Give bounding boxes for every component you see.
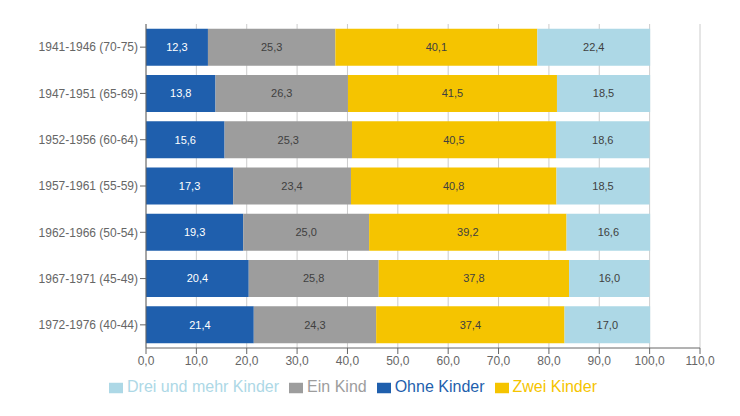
svg-text:24,3: 24,3 bbox=[304, 319, 325, 331]
svg-text:20,4: 20,4 bbox=[187, 272, 208, 284]
svg-text:40,5: 40,5 bbox=[443, 134, 464, 146]
svg-text:26,3: 26,3 bbox=[271, 87, 292, 99]
svg-text:18,5: 18,5 bbox=[592, 180, 613, 192]
svg-text:21,4: 21,4 bbox=[189, 319, 210, 331]
svg-text:37,4: 37,4 bbox=[460, 319, 481, 331]
html-text:Drei und mehr Kinder: Drei und mehr Kinder bbox=[127, 378, 280, 395]
html-text:Ein Kind: Ein Kind bbox=[307, 378, 367, 395]
svg-text:17,3: 17,3 bbox=[179, 180, 200, 192]
svg-text:41,5: 41,5 bbox=[442, 87, 463, 99]
svg-text:12,3: 12,3 bbox=[166, 41, 187, 53]
svg-text:25,8: 25,8 bbox=[303, 272, 324, 284]
svg-text:25,0: 25,0 bbox=[295, 226, 316, 238]
svg-text:19,3: 19,3 bbox=[184, 226, 205, 238]
svg-text:1972-1976 (40-44): 1972-1976 (40-44) bbox=[39, 318, 138, 332]
svg-text:18,5: 18,5 bbox=[593, 87, 614, 99]
svg-text:40,8: 40,8 bbox=[443, 180, 464, 192]
html-text:Zwei Kinder: Zwei Kinder bbox=[512, 378, 597, 395]
svg-text:10,0: 10,0 bbox=[185, 354, 209, 368]
svg-text:30,0: 30,0 bbox=[285, 354, 309, 368]
svg-text:20,0: 20,0 bbox=[235, 354, 259, 368]
svg-text:40,0: 40,0 bbox=[336, 354, 360, 368]
svg-text:100,0: 100,0 bbox=[635, 354, 665, 368]
svg-text:1952-1956 (60-64): 1952-1956 (60-64) bbox=[39, 133, 138, 147]
svg-text:1957-1961 (55-59): 1957-1961 (55-59) bbox=[39, 179, 138, 193]
svg-text:50,0: 50,0 bbox=[386, 354, 410, 368]
svg-text:110,0: 110,0 bbox=[685, 354, 714, 368]
svg-text:16,0: 16,0 bbox=[599, 272, 620, 284]
svg-text:13,8: 13,8 bbox=[170, 87, 191, 99]
svg-text:18,6: 18,6 bbox=[592, 134, 613, 146]
svg-text:25,3: 25,3 bbox=[278, 134, 299, 146]
svg-text:22,4: 22,4 bbox=[583, 41, 604, 53]
svg-text:39,2: 39,2 bbox=[457, 226, 478, 238]
svg-text:1967-1971 (45-49): 1967-1971 (45-49) bbox=[39, 272, 138, 286]
svg-text:16,6: 16,6 bbox=[598, 226, 619, 238]
html-text:Ohne Kinder: Ohne Kinder bbox=[394, 378, 485, 395]
svg-text:15,6: 15,6 bbox=[175, 134, 196, 146]
svg-text:0,0: 0,0 bbox=[138, 354, 155, 368]
svg-text:1962-1966 (50-54): 1962-1966 (50-54) bbox=[39, 226, 138, 240]
svg-text:90,0: 90,0 bbox=[588, 354, 612, 368]
svg-text:1947-1951 (65-69): 1947-1951 (65-69) bbox=[39, 87, 138, 101]
svg-text:60,0: 60,0 bbox=[437, 354, 461, 368]
svg-text:17,0: 17,0 bbox=[597, 319, 618, 331]
svg-text:70,0: 70,0 bbox=[487, 354, 511, 368]
svg-text:1941-1946 (70-75): 1941-1946 (70-75) bbox=[39, 40, 138, 54]
svg-text:37,8: 37,8 bbox=[463, 272, 484, 284]
svg-text:40,1: 40,1 bbox=[426, 41, 447, 53]
svg-text:80,0: 80,0 bbox=[537, 354, 561, 368]
svg-text:23,4: 23,4 bbox=[281, 180, 302, 192]
svg-text:25,3: 25,3 bbox=[261, 41, 282, 53]
